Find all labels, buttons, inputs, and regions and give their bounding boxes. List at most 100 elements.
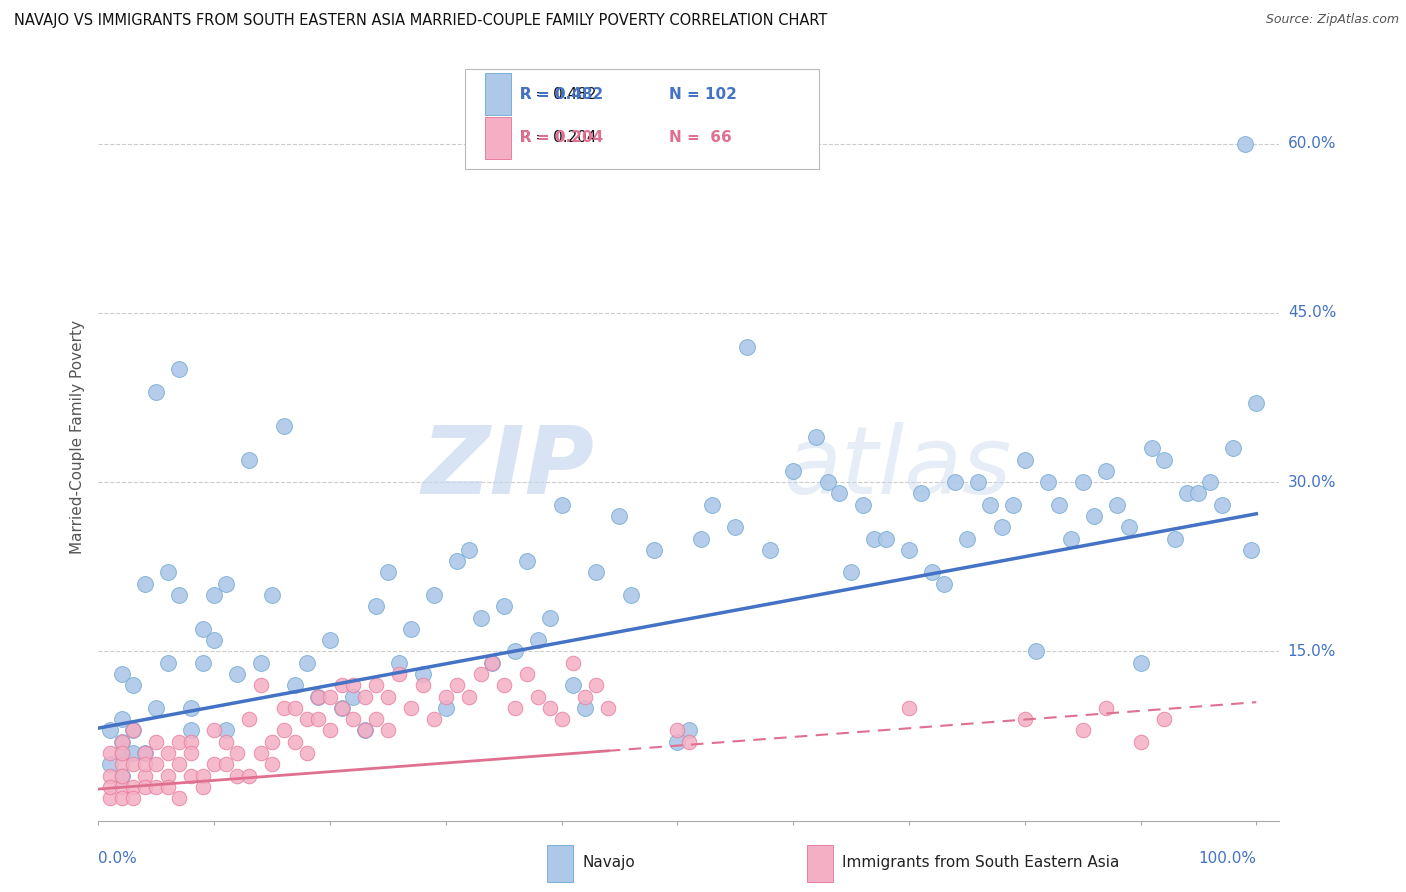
Point (1129, 734, 1152, 748)
FancyBboxPatch shape (464, 69, 818, 169)
Text: 60.0%: 60.0% (1288, 136, 1336, 152)
Point (470, 610, 492, 624)
Point (1071, 475, 1094, 490)
Point (284, 701, 307, 715)
Point (377, 723, 399, 738)
Point (273, 418, 295, 433)
Point (1071, 723, 1094, 738)
Point (921, 566, 943, 580)
Point (412, 678, 434, 692)
Point (516, 554, 538, 568)
Text: 30.0%: 30.0% (1288, 475, 1336, 490)
Point (295, 712, 318, 726)
Point (330, 701, 353, 715)
Point (122, 723, 145, 738)
Point (388, 667, 411, 681)
Point (412, 667, 434, 681)
Text: 45.0%: 45.0% (1288, 305, 1336, 320)
Point (1129, 656, 1152, 670)
Point (1083, 509, 1105, 524)
Point (169, 734, 191, 748)
Point (134, 780, 156, 794)
Point (169, 588, 191, 602)
Text: R = 0.482: R = 0.482 (520, 87, 603, 102)
Point (169, 362, 191, 376)
Point (585, 678, 607, 692)
Point (839, 566, 862, 580)
Point (122, 780, 145, 794)
Point (689, 532, 711, 546)
Point (481, 656, 503, 670)
Point (273, 723, 295, 738)
Point (527, 633, 550, 648)
Point (1233, 136, 1256, 151)
Point (353, 723, 375, 738)
Point (180, 723, 202, 738)
Point (191, 656, 214, 670)
Point (574, 690, 596, 704)
Point (470, 667, 492, 681)
Point (273, 701, 295, 715)
Point (643, 542, 665, 557)
Point (353, 723, 375, 738)
Point (678, 723, 700, 738)
Point (620, 588, 643, 602)
Point (191, 780, 214, 794)
Point (202, 757, 225, 772)
Point (342, 690, 364, 704)
Point (562, 656, 585, 670)
Point (956, 532, 979, 546)
Point (342, 712, 364, 726)
Point (1211, 498, 1233, 512)
FancyBboxPatch shape (807, 846, 832, 882)
Point (666, 723, 689, 738)
Point (98, 746, 121, 760)
Point (145, 757, 167, 772)
Point (1175, 486, 1198, 500)
Point (226, 768, 249, 782)
Point (249, 678, 271, 692)
Point (1164, 532, 1187, 546)
Point (284, 734, 307, 748)
Point (377, 566, 399, 580)
Point (366, 678, 388, 692)
Point (295, 746, 318, 760)
Point (169, 791, 191, 805)
Point (262, 757, 284, 772)
Point (1118, 520, 1140, 534)
Point (1140, 442, 1163, 456)
Point (307, 690, 329, 704)
Point (967, 475, 990, 490)
Point (1239, 542, 1261, 557)
Point (700, 498, 723, 512)
Point (1049, 498, 1071, 512)
Point (145, 701, 167, 715)
Point (238, 768, 260, 782)
Point (110, 746, 132, 760)
Point (319, 633, 342, 648)
Point (527, 690, 550, 704)
Point (423, 712, 446, 726)
Point (897, 542, 920, 557)
Y-axis label: Married-Couple Family Poverty: Married-Couple Family Poverty (69, 320, 84, 554)
Point (249, 746, 271, 760)
Point (226, 667, 249, 681)
Point (215, 734, 238, 748)
Point (481, 656, 503, 670)
Point (122, 757, 145, 772)
Point (399, 701, 422, 715)
Point (434, 701, 457, 715)
Text: 15.0%: 15.0% (1288, 644, 1336, 659)
Point (423, 588, 446, 602)
Point (759, 542, 782, 557)
Point (979, 498, 1001, 512)
Point (180, 734, 202, 748)
Point (307, 712, 329, 726)
Point (458, 690, 481, 704)
Point (110, 712, 132, 726)
Point (782, 464, 804, 478)
Point (366, 599, 388, 614)
Point (897, 701, 920, 715)
Point (574, 701, 596, 715)
Point (319, 723, 342, 738)
